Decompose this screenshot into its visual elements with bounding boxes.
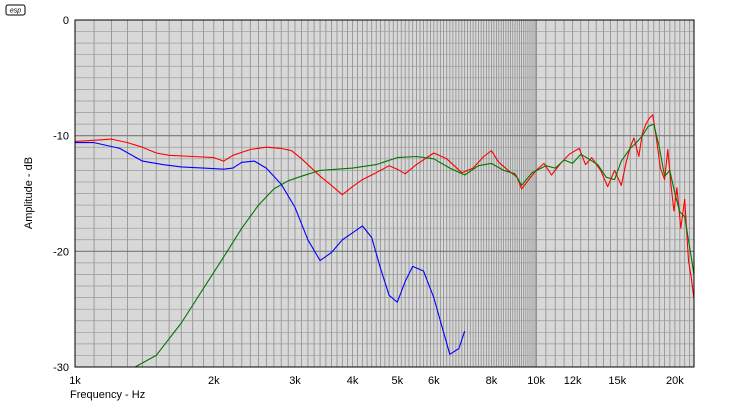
y-tick-label: 0 [63, 15, 69, 27]
series-group [74, 114, 695, 368]
plot-border [74, 19, 695, 368]
grid [75, 20, 694, 367]
x-tick-label: 20k [666, 375, 684, 387]
x-tick-label: 3k [289, 375, 301, 387]
x-tick-label: 5k [391, 375, 403, 387]
logo-box [5, 4, 26, 16]
x-tick-label: 6k [428, 375, 440, 387]
x-tick-label: 4k [347, 375, 359, 387]
x-tick-label: 15k [608, 375, 626, 387]
y-tick-label: -30 [53, 362, 69, 374]
y-tick-label: -20 [53, 246, 69, 258]
y-axis-title: Amplitude - dB [23, 157, 35, 229]
x-tick-label: 1k [69, 375, 81, 387]
x-axis-title: Frequency - Hz [70, 389, 145, 401]
y-tick-labels: 0 -10 -20 -30 [53, 15, 69, 374]
y-tick-label: -10 [53, 131, 69, 143]
x-tick-labels: 1k 2k 3k 4k 5k 6k 8k 10k 12k 15k 20k [69, 375, 684, 387]
series-line-2 [134, 123, 695, 368]
series-line-3 [75, 142, 466, 355]
x-tick-label: 2k [208, 375, 220, 387]
x-tick-label: 10k [527, 375, 545, 387]
logo-text: esp [10, 8, 21, 15]
logo: esp [5, 4, 26, 16]
x-tick-label: 8k [486, 375, 498, 387]
x-tick-label: 12k [564, 375, 582, 387]
